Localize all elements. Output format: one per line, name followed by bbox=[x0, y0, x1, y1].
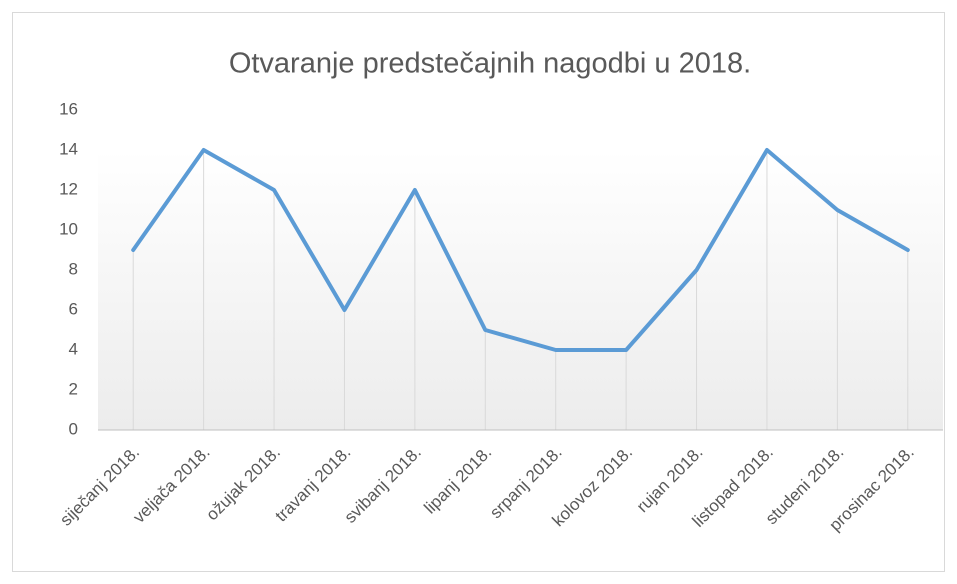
y-tick-label: 0 bbox=[69, 419, 78, 438]
chart-title: Otvaranje predstečajnih nagodbi u 2018. bbox=[229, 48, 751, 80]
plot-background bbox=[98, 150, 943, 430]
y-tick-label: 8 bbox=[69, 259, 78, 278]
y-tick-label: 4 bbox=[69, 339, 78, 358]
y-tick-label: 6 bbox=[69, 299, 78, 318]
y-tick-label: 2 bbox=[69, 379, 78, 398]
y-tick-label: 14 bbox=[59, 139, 78, 158]
y-tick-label: 10 bbox=[59, 219, 78, 238]
data-line bbox=[131, 148, 910, 352]
y-tick-label: 16 bbox=[59, 99, 78, 118]
y-tick-label: 12 bbox=[59, 179, 78, 198]
